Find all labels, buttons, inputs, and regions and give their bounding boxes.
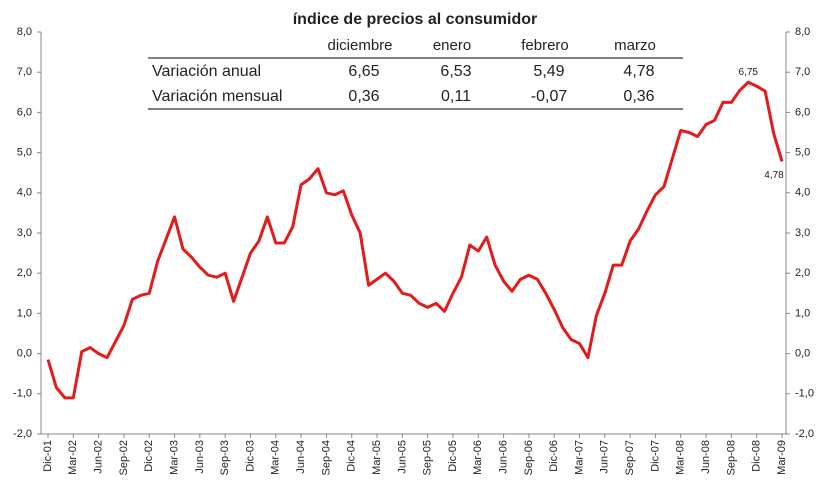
- x-tick-label: Mar-05: [371, 440, 383, 475]
- y-tick-label: 5,0: [17, 147, 32, 159]
- chart-title: índice de precios al consumidor: [293, 11, 538, 28]
- x-tick-label: Sep-08: [725, 440, 737, 475]
- x-tick-label: Mar-09: [776, 440, 788, 475]
- x-tick-label: Jun-06: [497, 440, 509, 474]
- table-cell: -0,07: [531, 88, 568, 105]
- table-header: enero: [433, 37, 471, 54]
- x-tick-label: Jun-04: [295, 440, 307, 474]
- x-tick-label: Dic-05: [447, 440, 459, 472]
- y2-tick-label: 3,0: [795, 227, 810, 239]
- y2-tick-label: 7,0: [795, 66, 810, 78]
- y2-tick-label: 0,0: [795, 348, 810, 360]
- y2-tick-label: -2,0: [795, 428, 814, 440]
- line-series: [46, 80, 784, 400]
- row-label: Variación anual: [152, 63, 261, 80]
- table-header: febrero: [521, 37, 569, 54]
- x-tick-label: Dic-02: [143, 440, 155, 472]
- x-tick-label: Sep-05: [422, 440, 434, 475]
- x-tick-label: Dic-01: [42, 440, 54, 472]
- y-tick-label: 4,0: [17, 187, 32, 199]
- y2-tick-label: 1,0: [795, 307, 810, 319]
- x-tick-label: Dic-04: [346, 440, 358, 472]
- x-tick-label: Sep-02: [118, 440, 130, 475]
- x-tick-label: Jun-02: [93, 440, 105, 474]
- x-tick-label: Jun-08: [700, 440, 712, 474]
- x-tick-label: Mar-06: [472, 440, 484, 475]
- x-tick-label: Sep-04: [320, 440, 332, 475]
- table-cell: 4,78: [623, 63, 654, 80]
- y2-tick-label: -1,0: [795, 388, 814, 400]
- table-cell: 0,36: [348, 88, 379, 105]
- x-tick-label: Mar-02: [67, 440, 79, 475]
- table-cell: 6,53: [440, 63, 471, 80]
- x-tick-label: Mar-03: [168, 440, 180, 475]
- y2-tick-label: 4,0: [795, 187, 810, 199]
- x-tick-label: Dic-08: [751, 440, 763, 472]
- y-tick-label: 3,0: [17, 227, 32, 239]
- y-tick-label: 6,0: [17, 106, 32, 118]
- x-tick-label: Dic-06: [548, 440, 560, 472]
- table-cell: 6,65: [348, 63, 379, 80]
- table-cell: 0,36: [623, 88, 654, 105]
- y-tick-label: 7,0: [17, 66, 32, 78]
- y2-tick-label: 8,0: [795, 26, 810, 38]
- x-tick-label: Mar-04: [270, 440, 282, 475]
- x-tick-label: Sep-07: [624, 440, 636, 475]
- table-header: marzo: [614, 37, 656, 54]
- x-tick-label: Sep-06: [523, 440, 535, 475]
- x-tick-label: Sep-03: [219, 440, 231, 475]
- x-tick-label: Jun-03: [194, 440, 206, 474]
- y-tick-label: -2,0: [13, 428, 32, 440]
- x-tick-label: Mar-08: [675, 440, 687, 475]
- y-tick-label: 1,0: [17, 307, 32, 319]
- y-tick-label: 2,0: [17, 267, 32, 279]
- x-tick-label: Dic-03: [244, 440, 256, 472]
- x-tick-label: Jun-05: [396, 440, 408, 474]
- data-label: 4,78: [764, 170, 784, 181]
- y-tick-label: -1,0: [13, 388, 32, 400]
- y2-tick-label: 6,0: [795, 106, 810, 118]
- table-header: diciembre: [327, 37, 392, 54]
- y2-tick-label: 2,0: [795, 267, 810, 279]
- y2-tick-label: 5,0: [795, 147, 810, 159]
- row-label: Variación mensual: [152, 88, 282, 105]
- x-tick-label: Jun-07: [599, 440, 611, 474]
- x-tick-label: Mar-07: [573, 440, 585, 475]
- data-label: 6,75: [739, 67, 759, 78]
- table-cell: 0,11: [441, 88, 471, 105]
- y-tick-label: 8,0: [17, 26, 32, 38]
- x-tick-label: Dic-07: [649, 440, 661, 472]
- table-cell: 5,49: [533, 63, 564, 80]
- y-tick-label: 0,0: [17, 348, 32, 360]
